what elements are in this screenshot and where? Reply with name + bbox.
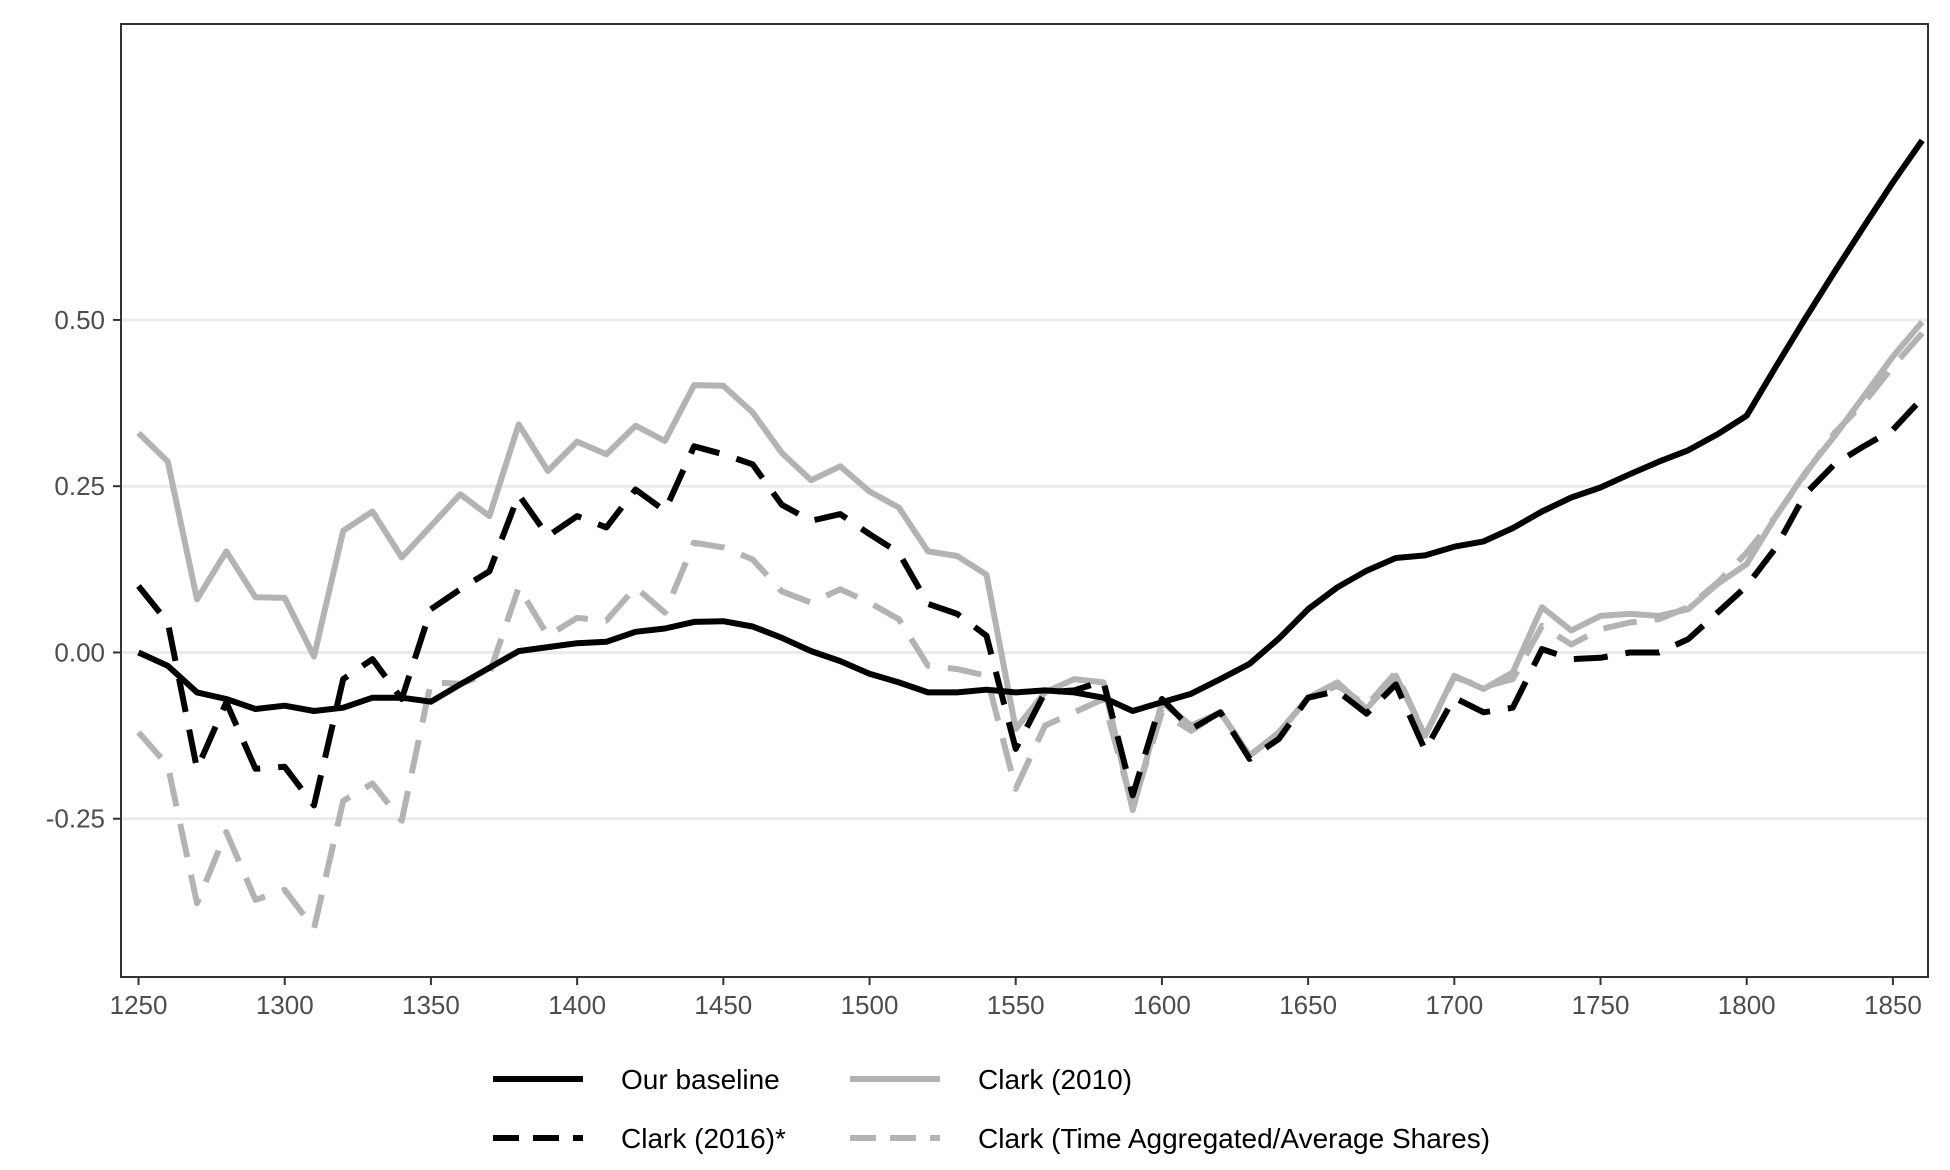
x-tick-label: 1350 [402,990,460,1020]
x-tick-label: 1500 [841,990,899,1020]
x-tick-label: 1250 [110,990,168,1020]
gridlines [121,318,1928,821]
x-tick-label: 1550 [987,990,1045,1020]
legend-label-1: Clark (2010) [978,1064,1132,1095]
x-tick-label: 1600 [1133,990,1191,1020]
y-tick-label: 0.50 [54,305,105,335]
y-tick-label: -0.25 [46,804,105,834]
x-tick-label: 1450 [694,990,752,1020]
legend-label-0: Our baseline [621,1064,780,1095]
x-tick-label: 1850 [1864,990,1922,1020]
legend-label-3: Clark (Time Aggregated/Average Shares) [978,1123,1490,1154]
x-tick-label: 1400 [548,990,606,1020]
plot-panel-border [120,23,1929,978]
x-tick-label: 1800 [1718,990,1776,1020]
x-tick-label: 1300 [256,990,314,1020]
series-line-0 [137,138,1925,714]
series-line-3 [136,331,1925,932]
series-line-1 [136,319,1925,814]
x-tick-label: 1700 [1425,990,1483,1020]
series-line-2 [136,396,1925,809]
y-tick-label: 0.00 [54,637,105,667]
y-tick-label: 0.25 [54,471,105,501]
legend-label-2: Clark (2016)* [621,1123,786,1154]
legend: Our baseline Clark (2010) Clark (2016)* Cla… [493,1064,1490,1154]
axes: -0.25 0.00 0.25 0.50 1250 1300 1350 1400 1450 150… [46,305,1922,1020]
x-tick-label: 1750 [1572,990,1630,1020]
series-lines [136,138,1925,932]
x-tick-label: 1650 [1279,990,1337,1020]
